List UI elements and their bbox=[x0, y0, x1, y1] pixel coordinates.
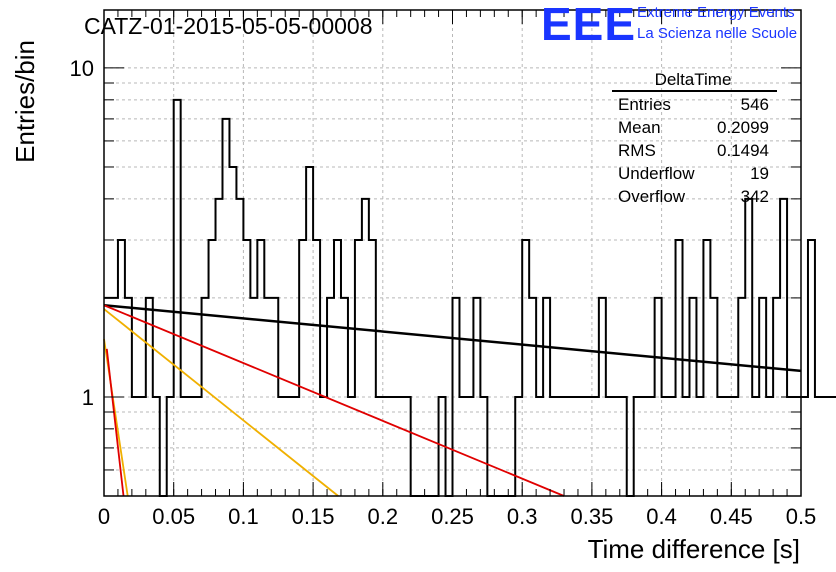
fit-lines bbox=[103, 303, 802, 497]
histogram-bin bbox=[822, 397, 829, 496]
stat-label: Mean bbox=[618, 118, 661, 137]
fit-line bbox=[103, 308, 339, 497]
histogram-bin bbox=[355, 240, 362, 496]
x-tick-label: 0.35 bbox=[570, 504, 613, 529]
histogram-bin bbox=[334, 240, 341, 496]
histogram-bin bbox=[829, 397, 836, 496]
histogram-bin bbox=[808, 240, 815, 496]
stat-value: 0.2099 bbox=[717, 118, 769, 137]
chart-title: CATZ-01-2015-05-05-00008 bbox=[84, 13, 373, 39]
histogram-bin bbox=[745, 199, 752, 496]
eee-logo-mark: EEE bbox=[541, 0, 636, 50]
y-tick-label: 10 bbox=[70, 56, 94, 81]
stat-value: 546 bbox=[741, 95, 769, 114]
histogram-bin bbox=[369, 240, 376, 496]
histogram-bin bbox=[676, 240, 683, 496]
stat-value: 342 bbox=[741, 187, 769, 206]
logo-line-1: Extreme Energy Events bbox=[637, 4, 795, 21]
histogram-bars bbox=[104, 98, 836, 497]
fit-line bbox=[105, 348, 125, 497]
histogram-bin bbox=[313, 240, 320, 496]
histogram-bin bbox=[229, 167, 236, 496]
x-tick-label: 0.3 bbox=[507, 504, 538, 529]
x-tick-label: 0.4 bbox=[646, 504, 677, 529]
fit-line bbox=[103, 304, 565, 497]
x-tick-label: 0.2 bbox=[368, 504, 399, 529]
fit-line bbox=[103, 303, 802, 373]
histogram-bin bbox=[801, 397, 808, 496]
stat-label: RMS bbox=[618, 141, 656, 160]
histogram-bin bbox=[257, 240, 264, 496]
histogram-bin bbox=[362, 199, 369, 496]
histogram-bin bbox=[222, 119, 229, 496]
x-tick-label: 0 bbox=[98, 504, 110, 529]
stat-value: 19 bbox=[750, 164, 769, 183]
x-tick-label: 0.05 bbox=[152, 504, 195, 529]
histogram-bin bbox=[815, 397, 822, 496]
histogram-bin bbox=[216, 199, 223, 496]
stats-box: DeltaTime Entries 546 Mean 0.2099 RMS 0.1494 U… bbox=[612, 70, 777, 206]
x-tick-label: 0.25 bbox=[431, 504, 474, 529]
axis-ticks: 0 0.05 0.1 0.15 0.2 0.25 0.3 0.35 0.4 0.45 0.5 1 10 bbox=[70, 10, 817, 529]
stat-label: Underflow bbox=[618, 164, 695, 183]
stat-label: Entries bbox=[618, 95, 671, 114]
stats-box-title: DeltaTime bbox=[655, 70, 732, 89]
histogram-bin bbox=[209, 240, 216, 496]
histogram-bin bbox=[780, 199, 787, 496]
histogram-bin bbox=[703, 240, 710, 496]
x-axis-label: Time difference [s] bbox=[588, 534, 800, 564]
stat-label: Overflow bbox=[618, 187, 686, 206]
x-tick-label: 0.5 bbox=[786, 504, 817, 529]
histogram-bin bbox=[236, 199, 243, 496]
histogram-outline bbox=[104, 98, 836, 497]
logo-line-2: La Scienza nelle Scuole bbox=[637, 25, 797, 42]
histogram-bin bbox=[299, 240, 306, 496]
x-tick-label: 0.45 bbox=[710, 504, 753, 529]
x-tick-label: 0.1 bbox=[228, 504, 259, 529]
y-tick-label: 1 bbox=[82, 385, 94, 410]
y-axis-label: Entries/bin bbox=[10, 40, 40, 163]
stat-value: 0.1494 bbox=[717, 141, 769, 160]
histogram-bin bbox=[306, 167, 313, 496]
x-tick-label: 0.15 bbox=[292, 504, 335, 529]
histogram-bin bbox=[522, 240, 529, 496]
histogram-bin bbox=[243, 240, 250, 496]
